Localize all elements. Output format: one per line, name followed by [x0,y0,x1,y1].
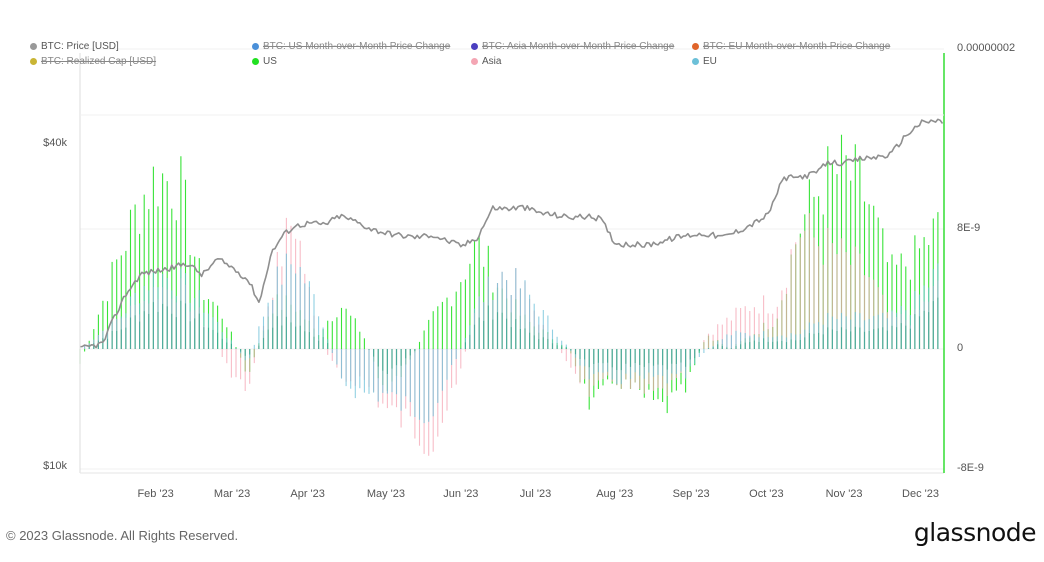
x-tick-label: Oct '23 [749,488,784,500]
legend-label: BTC: Price [USD] [41,41,119,52]
chart-legend: BTC: Price [USD] BTC: US Month-over-Month… [0,0,1044,70]
grid-lines [80,48,944,470]
legend-dot-icon [30,43,37,50]
legend-item[interactable]: Asia [471,56,501,67]
legend-label: BTC: US Month-over-Month Price Change [263,41,451,52]
bar-series-group [79,134,939,456]
x-tick-label: Mar '23 [213,488,251,500]
legend-item[interactable]: BTC: EU Month-over-Month Price Change [692,41,890,52]
y-right-tick-label: 0 [957,342,964,354]
legend-item[interactable]: BTC: US Month-over-Month Price Change [252,41,450,52]
legend-dot-icon [30,58,37,65]
x-tick-label: Feb '23 [137,488,174,500]
legend-label: BTC: Realized Cap [USD] [41,56,157,67]
legend-item[interactable]: EU [692,56,717,67]
y-left-tick-label: $40k [43,137,67,149]
copyright-text: © 2023 Glassnode. All Rights Reserved. [6,528,239,543]
legend-dot-icon [471,58,478,65]
legend-item[interactable]: BTC: Asia Month-over-Month Price Change [471,41,674,52]
legend-label: Asia [482,56,502,67]
y-left-tick-label: $10k [43,460,67,472]
legend-item[interactable]: BTC: Realized Cap [USD] [30,56,156,67]
x-tick-label: Sep '23 [672,488,710,500]
y-right-tick-label: 8E-9 [957,222,981,234]
x-tick-label: Jun '23 [443,488,479,500]
legend-item[interactable]: BTC: Price [USD] [30,41,119,52]
legend-dot-icon [471,43,478,50]
x-tick-label: May '23 [366,488,406,500]
legend-item[interactable]: US [252,56,277,67]
x-tick-label: Jul '23 [519,488,552,500]
legend-label: US [263,56,277,67]
y-right-tick-label: 0.00000002 [957,42,1016,54]
price-line-group [79,118,944,349]
x-tick-label: Dec '23 [902,488,939,500]
price-line [79,118,944,349]
x-tick-label: Nov '23 [825,488,863,500]
legend-dot-icon [692,58,699,65]
legend-dot-icon [252,43,259,50]
plot-frame [79,53,945,474]
legend-label: BTC: Asia Month-over-Month Price Change [482,41,675,52]
legend-label: BTC: EU Month-over-Month Price Change [703,41,891,52]
x-tick-label: Apr '23 [290,488,325,500]
legend-dot-icon [252,58,259,65]
legend-dot-icon [692,43,699,50]
y-right-tick-label: -8E-9 [957,462,984,474]
legend-label: EU [703,56,717,67]
glassnode-logo: glassnode [913,518,1037,547]
x-tick-label: Aug '23 [596,488,634,500]
